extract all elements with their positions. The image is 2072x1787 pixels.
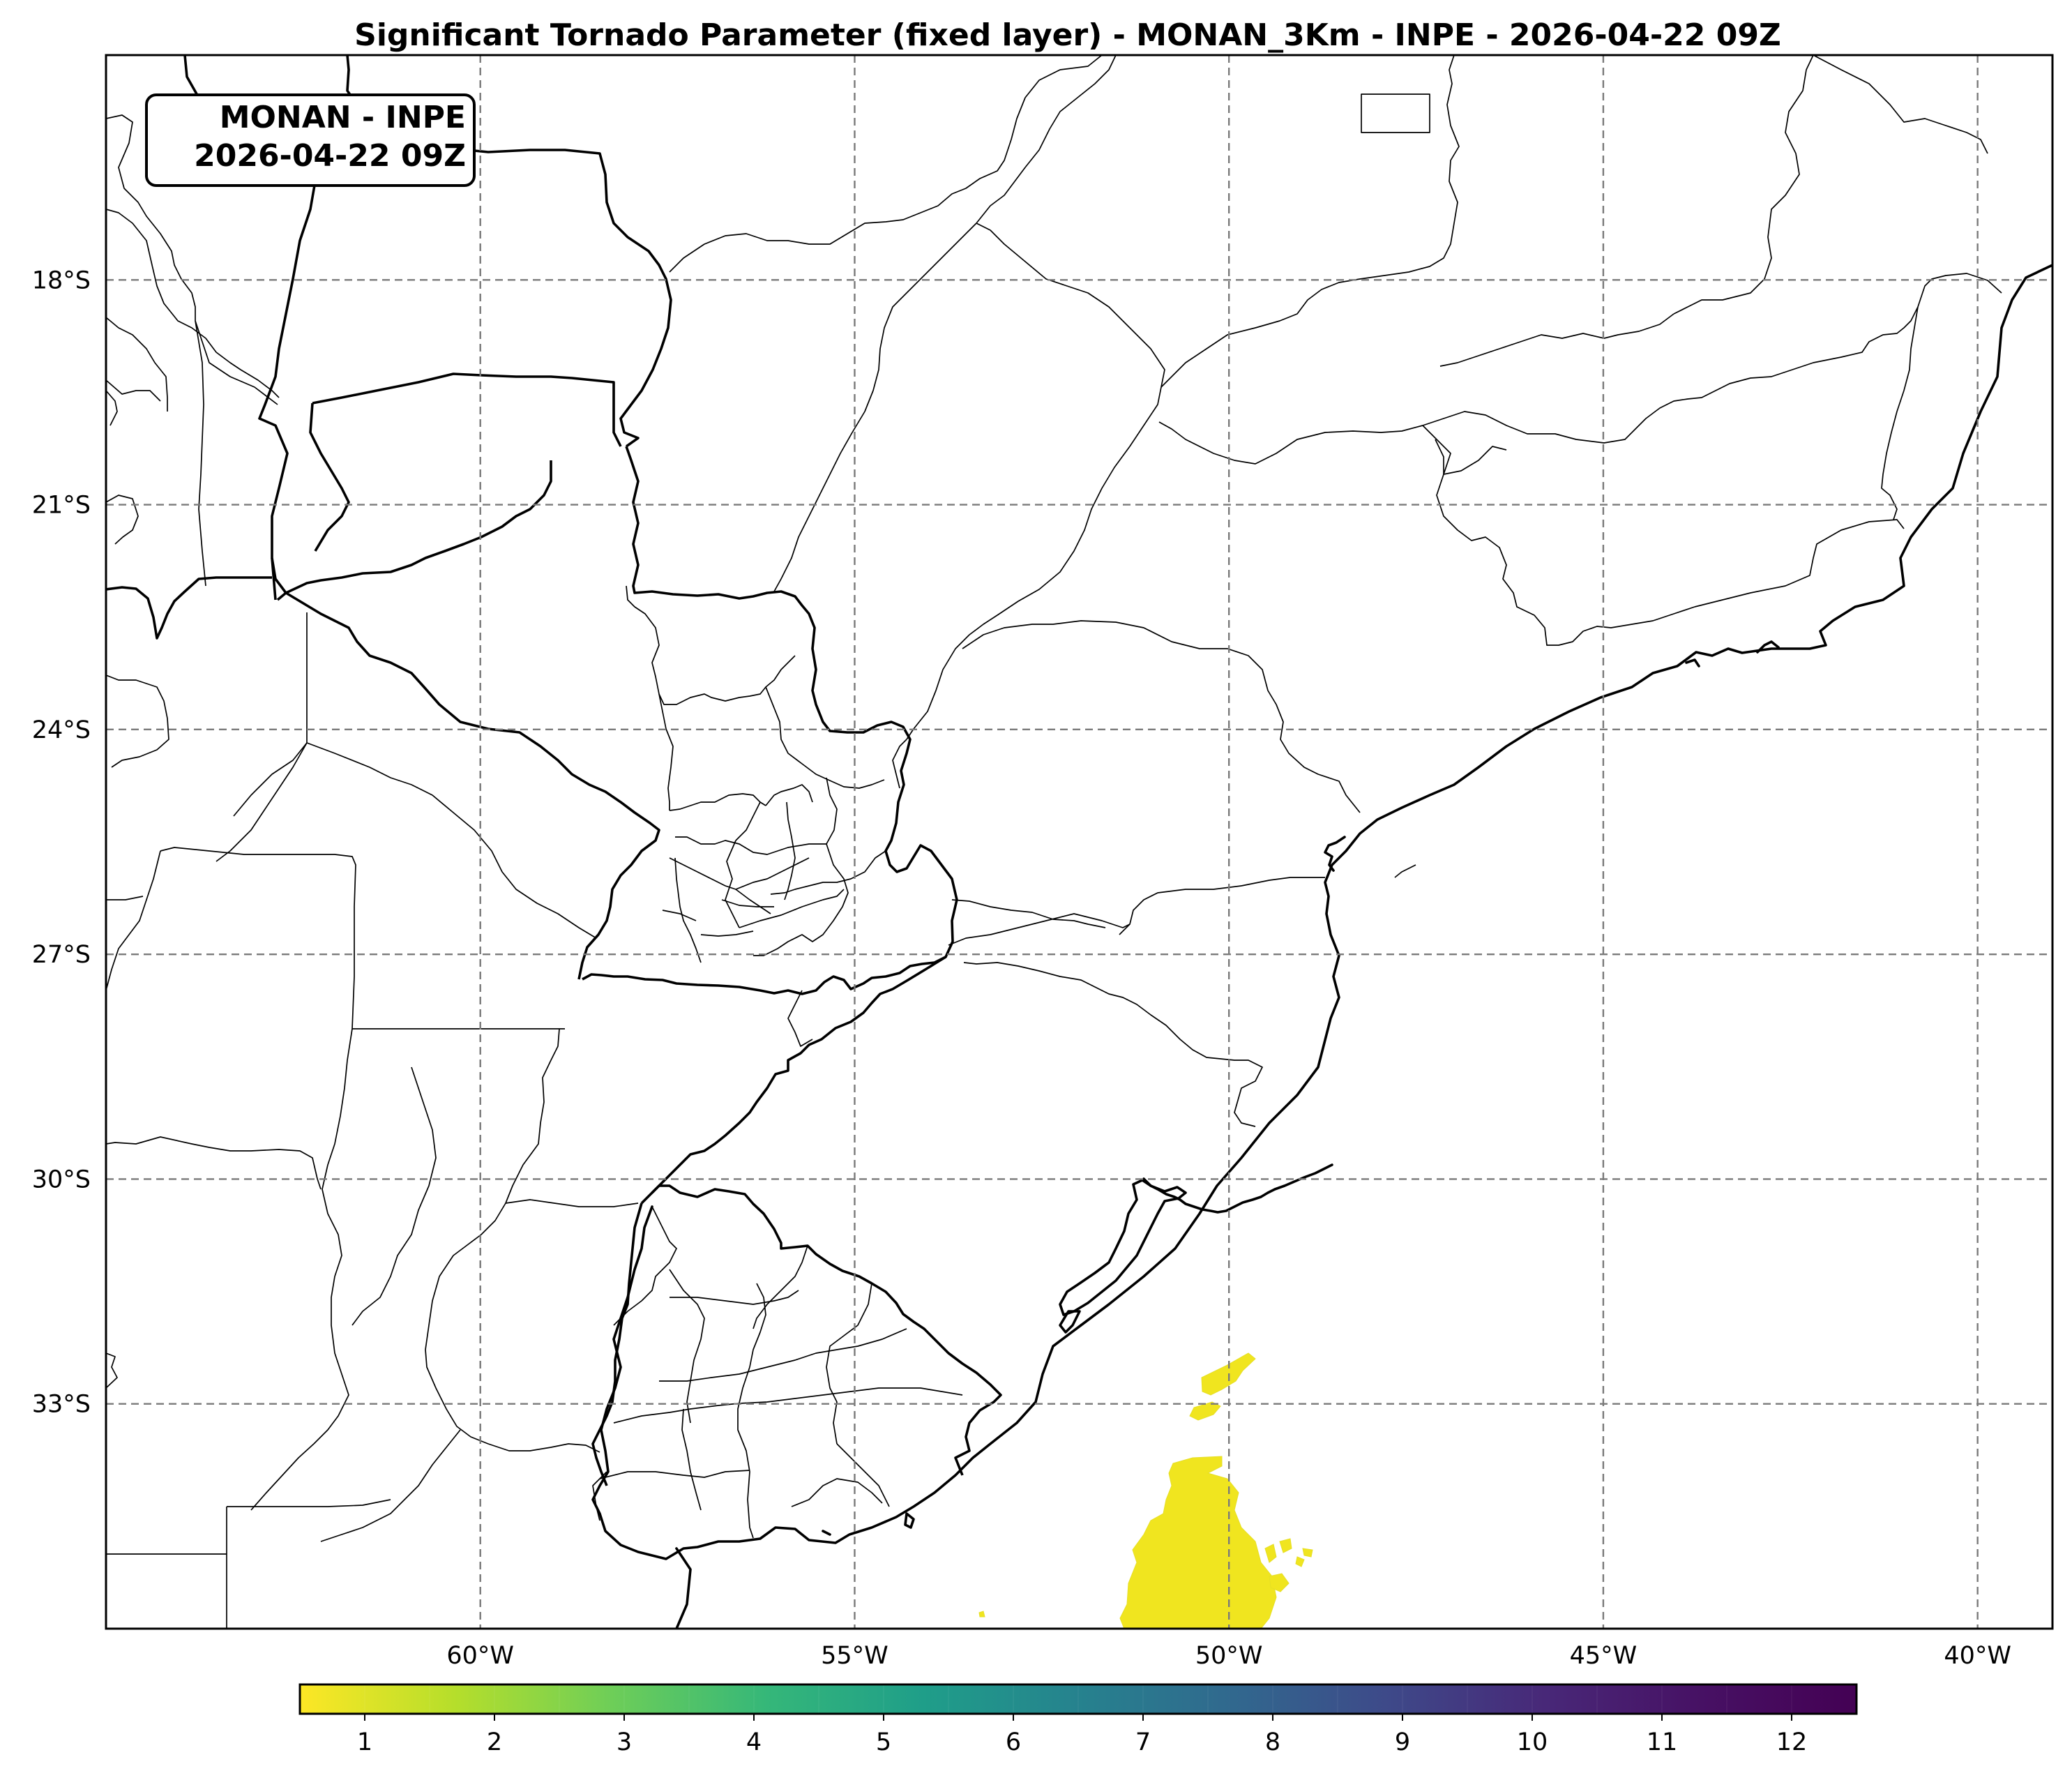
- latitude-labels: 18°S 21°S 24°S 27°S 30°S 33°S: [32, 266, 91, 1418]
- lat-tick-label: 30°S: [32, 1166, 91, 1193]
- lat-tick-label: 33°S: [32, 1391, 91, 1419]
- colorbar-tick-label: 6: [1006, 1728, 1021, 1756]
- colorbar-tick-label: 2: [487, 1728, 502, 1756]
- lat-tick-label: 27°S: [32, 941, 91, 969]
- lon-tick-label: 60°W: [446, 1642, 514, 1670]
- info-box-line2: 2026-04-22 09Z: [194, 138, 466, 174]
- lat-tick-label: 24°S: [32, 716, 91, 744]
- lon-tick-label: 55°W: [821, 1642, 888, 1670]
- colorbar-tick-label: 8: [1265, 1728, 1280, 1756]
- lon-tick-label: 50°W: [1195, 1642, 1263, 1670]
- colorbar-tick-label: 10: [1517, 1728, 1548, 1756]
- lat-tick-label: 18°S: [32, 266, 91, 294]
- colorbar-tick-label: 5: [876, 1728, 891, 1756]
- colorbar: 1 2 3 4 5 6 7 8 9 10 11 12: [298, 1683, 1858, 1756]
- colorbar-tick-label: 3: [617, 1728, 632, 1756]
- colorbar-tick-label: 1: [357, 1728, 372, 1756]
- coastline: [591, 264, 2052, 1629]
- colorbar-tick-label: 4: [746, 1728, 762, 1756]
- colorbar-tick-label: 9: [1395, 1728, 1410, 1756]
- lagoa-dos-patos: [1059, 1179, 1187, 1334]
- info-box-line1: MONAN - INPE: [220, 100, 466, 135]
- colorbar-tick-label: 7: [1135, 1728, 1151, 1756]
- figure-title: Significant Tornado Parameter (fixed lay…: [354, 17, 1781, 53]
- colorbar-frame: [298, 1683, 1858, 1715]
- info-box-frame: [145, 93, 476, 187]
- colorbar-ticks: 1 2 3 4 5 6 7 8 9 10 11 12: [357, 1714, 1807, 1756]
- map-panel: [106, 55, 2052, 1629]
- colorbar-tick-label: 11: [1647, 1728, 1678, 1756]
- longitude-labels: 60°W 55°W 50°W 45°W 40°W: [446, 1642, 2011, 1670]
- lon-tick-label: 40°W: [1944, 1642, 2011, 1670]
- map-gridlines: [106, 55, 2052, 1629]
- lon-tick-label: 45°W: [1570, 1642, 1638, 1670]
- map-frame: [105, 54, 2054, 1630]
- colorbar-gradient: [300, 1684, 1857, 1714]
- state-borders: [106, 55, 2002, 1629]
- info-box: MONAN - INPE 2026-04-22 09Z: [145, 93, 476, 187]
- stp-field: [978, 1352, 1313, 1629]
- colorbar-tick-label: 12: [1776, 1728, 1808, 1756]
- lat-tick-label: 21°S: [32, 492, 91, 520]
